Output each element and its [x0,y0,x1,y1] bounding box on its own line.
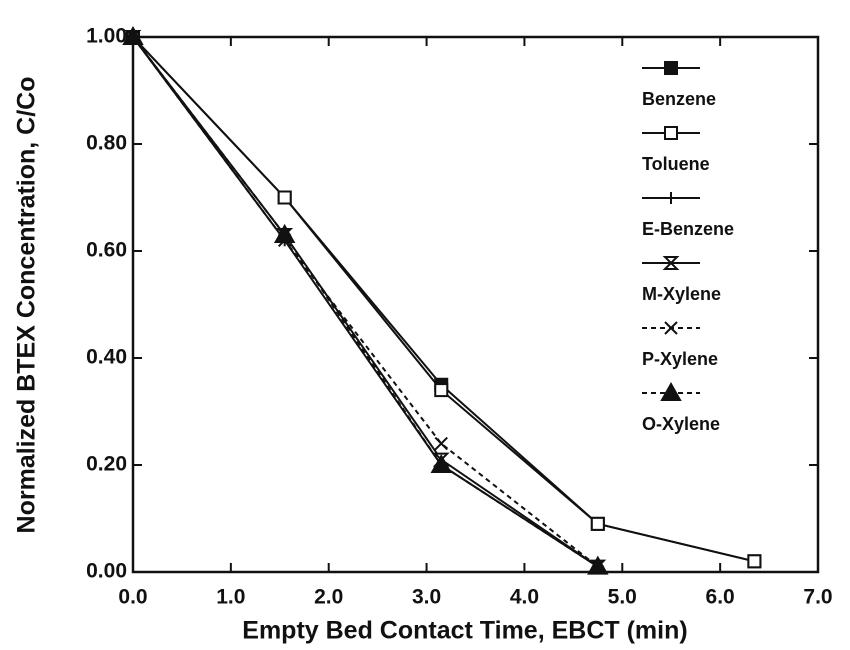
marker [660,381,682,401]
y-tick-label: 0.00 [86,560,127,583]
marker [665,192,677,204]
marker [590,516,605,531]
x-tick-label: 2.0 [314,586,343,609]
plot-frame [131,35,820,574]
marker [430,453,452,473]
y-axis-title: Normalized BTEX Concentration, C/Co [13,77,41,534]
marker [273,223,296,243]
marker [434,383,449,398]
x-tick-label: 0.0 [118,586,147,609]
series-line [132,36,599,568]
y-tick-label: 0.80 [86,132,127,155]
y-tick-label: 1.00 [86,25,127,48]
x-axis-title: Empty Bed Contact Time, EBCT (min) [242,617,687,645]
x-tick-label: 6.0 [706,586,735,609]
x-tick-label: 1.0 [216,586,245,609]
legend-label: P-Xylene [642,349,718,369]
x-tick-label: 7.0 [803,586,832,609]
marker [664,61,678,75]
legend-label: Toluene [642,154,710,174]
legend-label: M-Xylene [642,284,721,304]
legend-label: Benzene [642,89,716,109]
marker [664,321,678,335]
marker [664,126,678,140]
y-tick-label: 0.20 [86,453,127,476]
legend-label: E-Benzene [642,219,734,239]
series-line [132,36,599,568]
legend-label: O-Xylene [642,414,720,434]
marker [662,256,680,270]
marker [122,25,144,45]
marker [587,555,609,575]
marker [747,554,762,569]
x-tick-label: 5.0 [608,586,637,609]
marker [434,436,448,451]
marker [277,190,292,205]
series-line [132,36,599,568]
y-tick-label: 0.40 [86,346,127,369]
x-tick-label: 4.0 [510,586,539,609]
y-tick-label: 0.60 [86,239,127,262]
x-tick-label: 3.0 [412,586,441,609]
series-line [132,36,599,568]
